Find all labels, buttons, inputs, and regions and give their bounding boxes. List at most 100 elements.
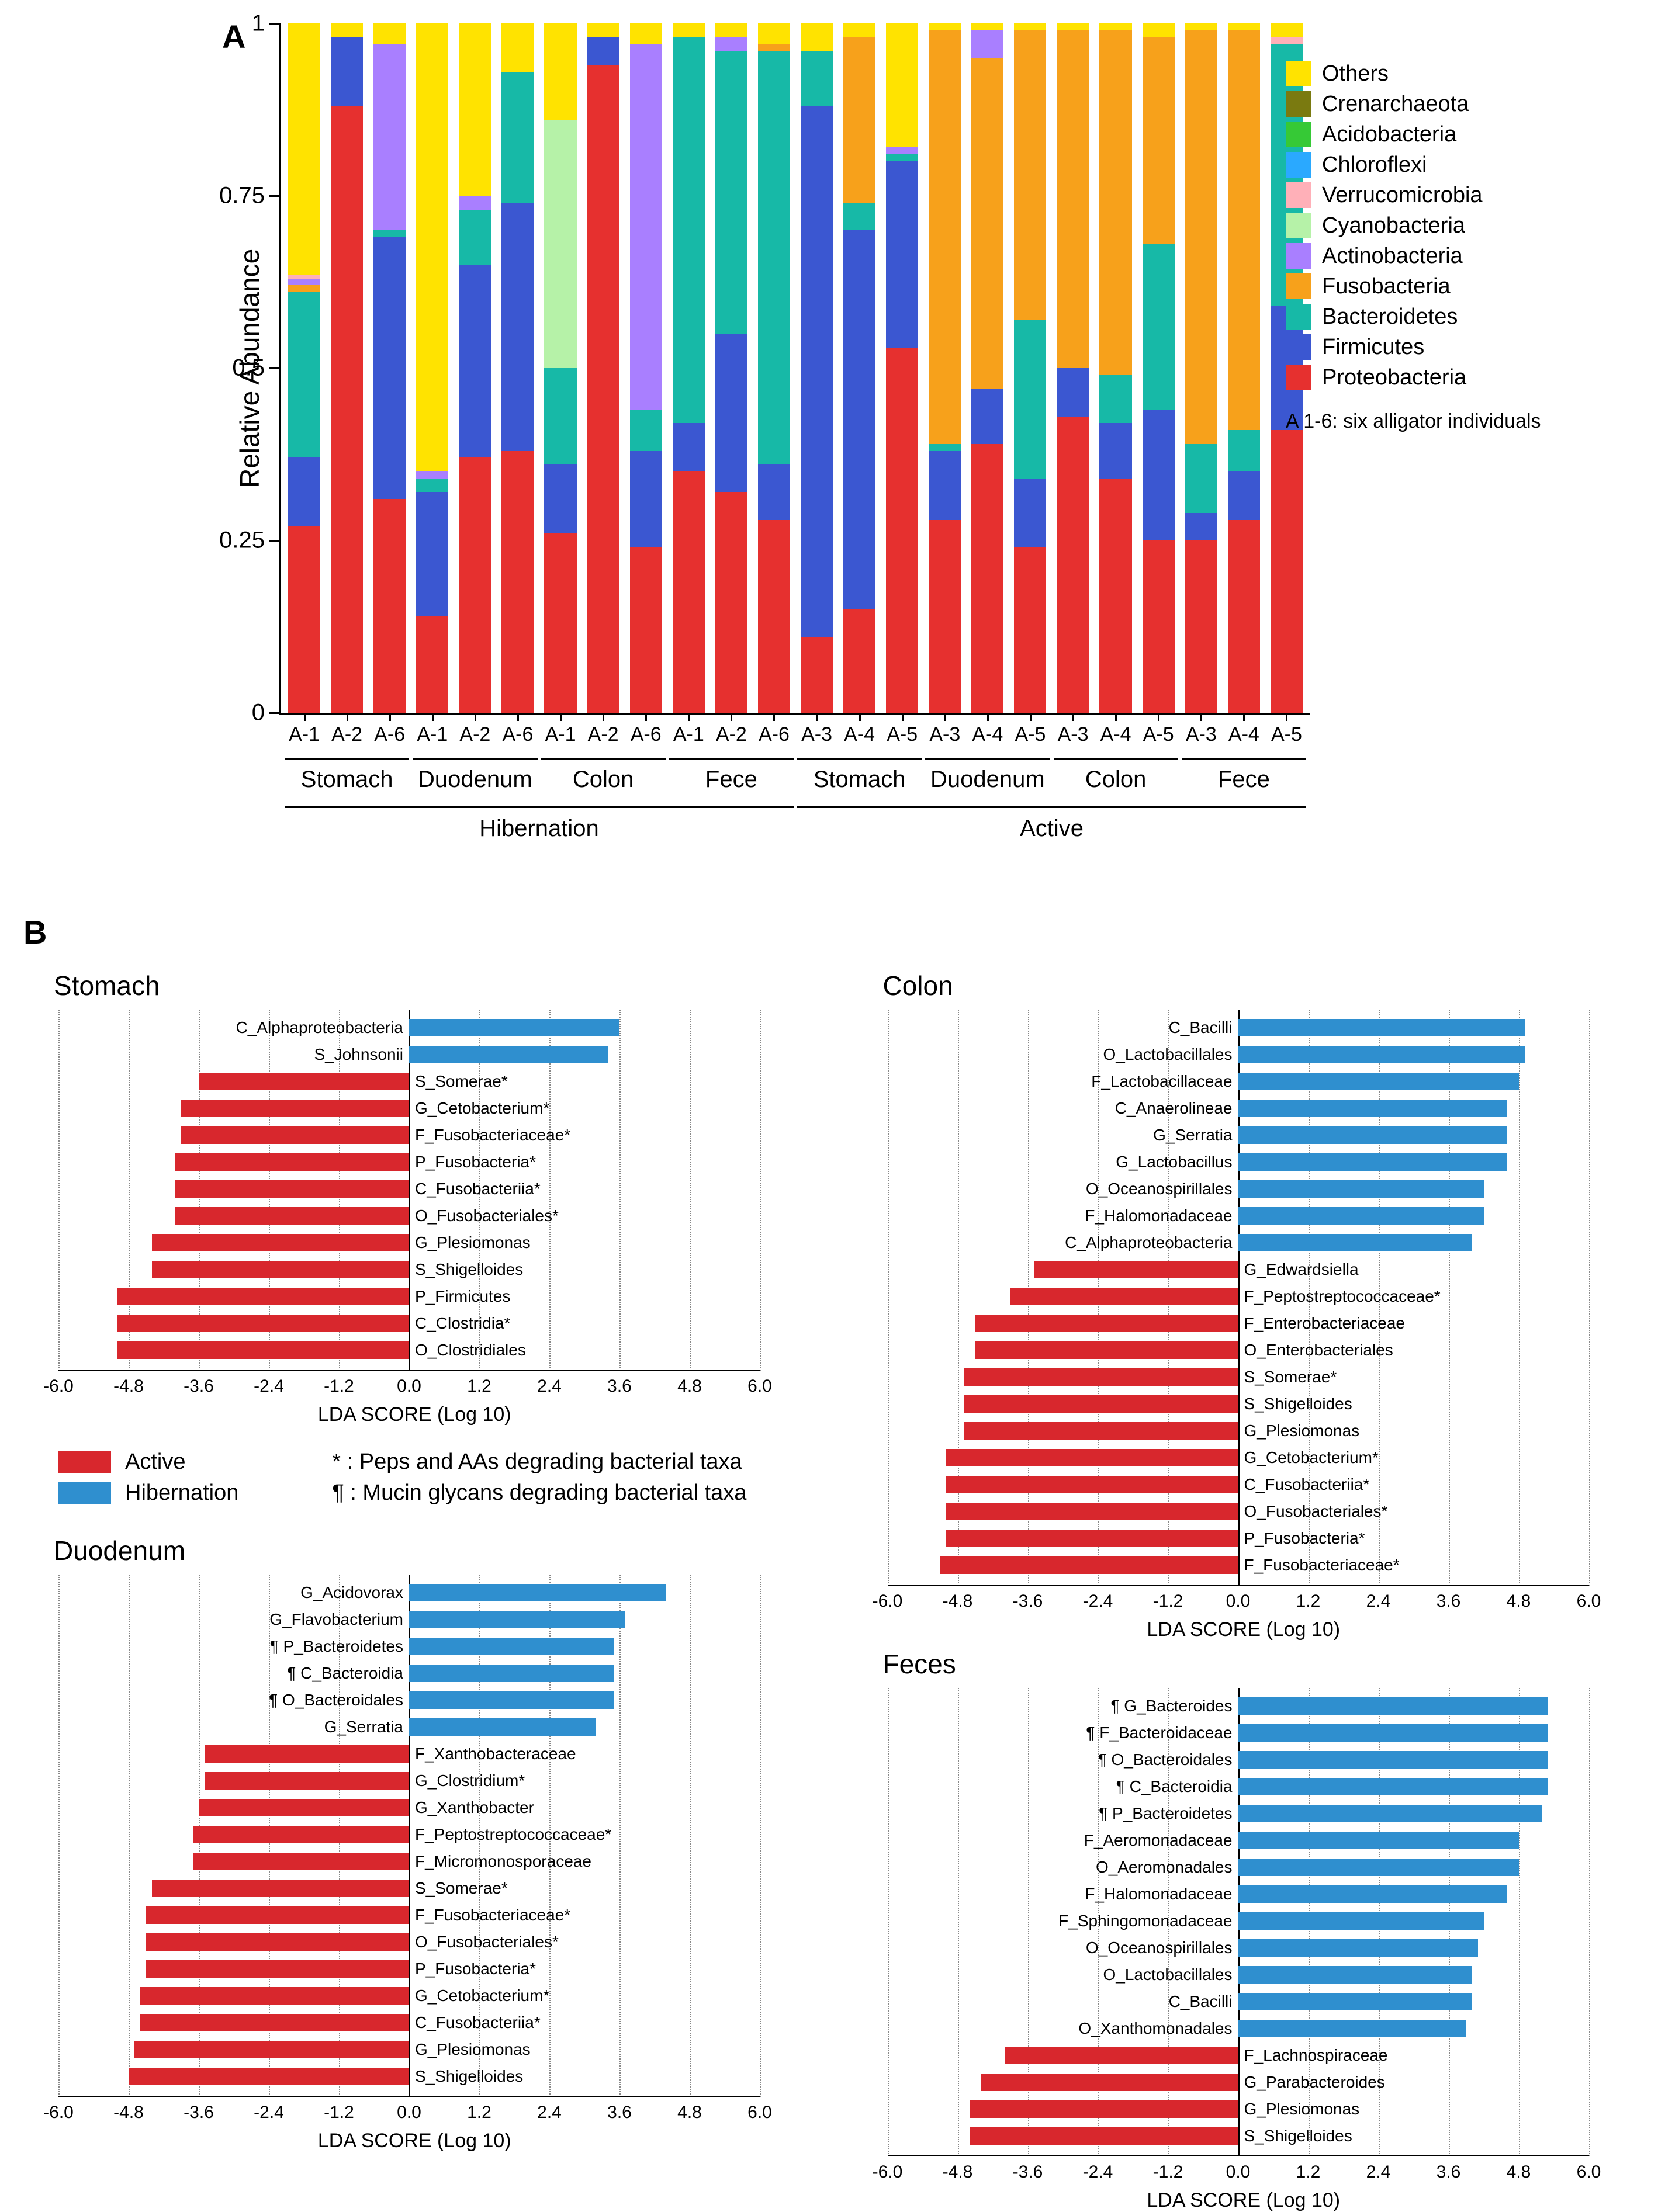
legend-label: Acidobacteria (1322, 122, 1456, 147)
bar-segment (373, 44, 406, 230)
legend-item: Cyanobacteria (1286, 210, 1541, 241)
lda-bar (175, 1180, 409, 1198)
stacked-bar (544, 23, 576, 713)
lda-bar (1238, 1993, 1472, 2010)
lda-row-label: F_Fusobacteriaceae* (415, 1906, 570, 1925)
lda-xtick: 4.8 (677, 1377, 702, 1396)
bar-segment (673, 423, 705, 471)
bar-segment (1228, 23, 1260, 30)
bar-segment (1185, 23, 1217, 30)
lda-row: F_Fusobacteriaceae* (58, 1124, 760, 1146)
lda-xtick: 3.6 (1437, 2162, 1461, 2182)
lda-row: G_Acidovorax (58, 1582, 760, 1604)
lda-row-label: O_Lactobacillales (1103, 1965, 1232, 1984)
bar-segment (1014, 30, 1046, 320)
lda-bar (964, 1422, 1238, 1440)
lda-plot: C_AlphaproteobacteriaS_JohnsoniiS_Somera… (58, 1010, 760, 1371)
x-section-label: Fece (705, 767, 757, 793)
lda-plot: G_AcidovoraxG_Flavobacterium¶ P_Bacteroi… (58, 1575, 760, 2097)
legend-label: Bacteroidetes (1322, 304, 1458, 330)
lda-row-label: C_Anaerolineae (1115, 1099, 1233, 1118)
lda-xtick: -4.8 (113, 2103, 144, 2123)
x-sample-label: A-1 (289, 723, 320, 746)
lda-row: O_Aeromonadales (888, 1856, 1589, 1878)
x-sample-label: A-5 (1015, 723, 1046, 746)
lda-row: C_Bacilli (888, 1017, 1589, 1039)
lda-xtick: -2.4 (1083, 2162, 1113, 2182)
bar-segment (630, 451, 662, 547)
lda-chart-block: Feces¶ G_Bacteroides¶ F_Bacteroidaceae¶ … (864, 1648, 1624, 2212)
bar-segment (886, 161, 918, 348)
legend-swatch (1286, 213, 1311, 238)
lda-row-label: G_Serratia (1153, 1126, 1232, 1145)
lda-row-label: O_Fusobacteriales* (415, 1933, 559, 1951)
lda-bar (193, 1826, 409, 1843)
lda-row: ¶ C_Bacteroidia (58, 1662, 760, 1684)
lda-row-label: G_Cetobacterium* (415, 1986, 549, 2005)
lda-row-label: F_Lachnospiraceae (1244, 2046, 1388, 2065)
lda-xtick: -1.2 (324, 1377, 354, 1396)
panel-a-note: A 1-6: six alligator individuals (1286, 410, 1541, 433)
lda-xtick: 1.2 (467, 2103, 491, 2123)
lda-bar (1238, 1859, 1519, 1876)
lda-row: P_Fusobacteria* (58, 1151, 760, 1173)
lda-bar (970, 2100, 1238, 2118)
lda-bar (946, 1449, 1238, 1466)
bar-segment (801, 637, 833, 713)
x-sample-label: A-6 (759, 723, 790, 746)
lda-row: ¶ G_Bacteroides (888, 1695, 1589, 1717)
legend-item: Actinobacteria (1286, 241, 1541, 271)
bar-segment (459, 23, 491, 196)
lda-bar (1238, 1126, 1507, 1144)
bar-segment (1185, 540, 1217, 713)
lda-row: F_Fusobacteriaceae* (58, 1904, 760, 1926)
lda-row-label: G_Cetobacterium* (1244, 1448, 1379, 1467)
legend-label: Hibernation (125, 1481, 238, 1506)
lda-bar (1238, 2020, 1466, 2037)
x-sample-label: A-4 (844, 723, 875, 746)
lda-bar (140, 2014, 409, 2031)
stacked-bar (929, 23, 961, 713)
bar-segment (715, 51, 747, 334)
x-sample-label: A-6 (374, 723, 405, 746)
legend-label: Cyanobacteria (1322, 213, 1465, 238)
lda-row: F_Peptostreptococcaceae* (58, 1823, 760, 1846)
lda-xtick: 0.0 (397, 1377, 421, 1396)
x-sample-label: A-4 (972, 723, 1003, 746)
lda-bar (975, 1341, 1238, 1359)
lda-chart-block: StomachC_AlphaproteobacteriaS_JohnsoniiS… (35, 970, 794, 1426)
legend-swatch (1286, 152, 1311, 178)
bar-segment (715, 23, 747, 37)
x-sample-label: A-1 (673, 723, 704, 746)
legend-swatch (1286, 304, 1311, 330)
lda-row-label: G_Plesiomonas (415, 1233, 531, 1252)
lda-bar (199, 1799, 409, 1816)
lda-row-label: C_Fusobacteriia* (415, 1180, 541, 1198)
lda-bar (964, 1395, 1238, 1413)
lda-bar (1238, 1939, 1478, 1957)
lda-bar (146, 1933, 409, 1951)
lda-title: Duodenum (54, 1535, 794, 1566)
lda-xtick: -2.4 (254, 2103, 284, 2123)
lda-row: ¶ P_Bacteroidetes (58, 1635, 760, 1658)
lda-row-label: G_Parabacteroides (1244, 2073, 1385, 2092)
lda-chart-block: Duodenum G_AcidovoraxG_Flavobacterium¶ P_… (35, 1535, 794, 2152)
lda-bar (1238, 1180, 1484, 1198)
lda-xtick: -3.6 (1013, 2162, 1043, 2182)
lda-plot: ¶ G_Bacteroides¶ F_Bacteroidaceae¶ O_Bac… (888, 1688, 1589, 2156)
lda-row: F_Peptostreptococcaceae* (888, 1285, 1589, 1308)
lda-row: C_Alphaproteobacteria (58, 1017, 760, 1039)
x-section-label: Duodenum (930, 767, 1045, 793)
lda-row-label: O_Clostridiales (415, 1341, 526, 1360)
bar-segment (673, 23, 705, 37)
lda-bar (140, 1987, 409, 2005)
bar-segment (929, 30, 961, 444)
bar-segment (501, 72, 534, 203)
lda-row: O_Fusobacteriales* (58, 1205, 760, 1227)
lda-bar (181, 1100, 409, 1117)
lda-row-label: P_Firmicutes (415, 1287, 510, 1306)
legend-swatch (1286, 273, 1311, 299)
lda-xlabel: LDA SCORE (Log 10) (35, 1403, 794, 1426)
lda-row-label: G_Serratia (324, 1718, 403, 1736)
lda-title: Colon (883, 970, 1624, 1001)
